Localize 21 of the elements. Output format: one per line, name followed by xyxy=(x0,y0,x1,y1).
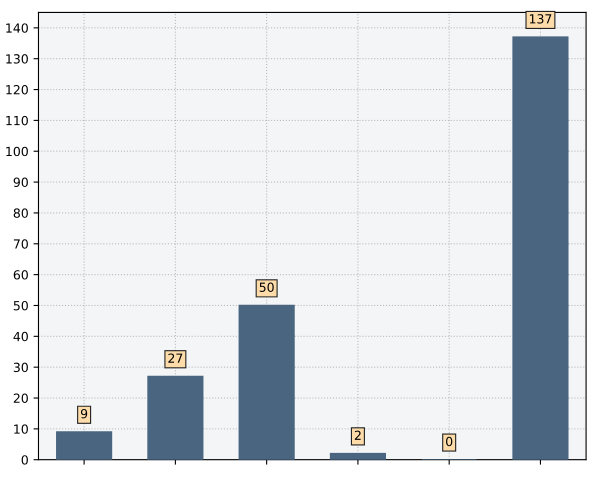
y-tick-label: 0 xyxy=(22,455,28,465)
y-tick-label: 20 xyxy=(14,394,28,403)
y-tick-label: 10 xyxy=(14,424,28,434)
y-tick-label: 130 xyxy=(6,54,28,64)
y-tick-label: 120 xyxy=(6,85,28,94)
data-label: 9 xyxy=(80,408,88,418)
data-label: 50 xyxy=(260,282,274,292)
y-tick-label: 100 xyxy=(6,146,28,156)
y-tick-label: 60 xyxy=(14,270,28,280)
data-label: 137 xyxy=(530,14,552,24)
y-tick-label: 50 xyxy=(14,300,28,310)
data-label: 27 xyxy=(168,353,182,363)
y-tick-label: 90 xyxy=(14,178,28,188)
y-tick-label: 40 xyxy=(13,332,28,342)
y-tick-label: 80 xyxy=(14,208,28,218)
data-label: 0 xyxy=(446,436,452,446)
data-label: 2 xyxy=(354,430,361,440)
y-tick-label: 110 xyxy=(6,116,28,126)
y-tick-label: 70 xyxy=(14,239,28,249)
y-tick-label: 140 xyxy=(6,23,28,33)
y-tick-label: 30 xyxy=(14,362,28,372)
